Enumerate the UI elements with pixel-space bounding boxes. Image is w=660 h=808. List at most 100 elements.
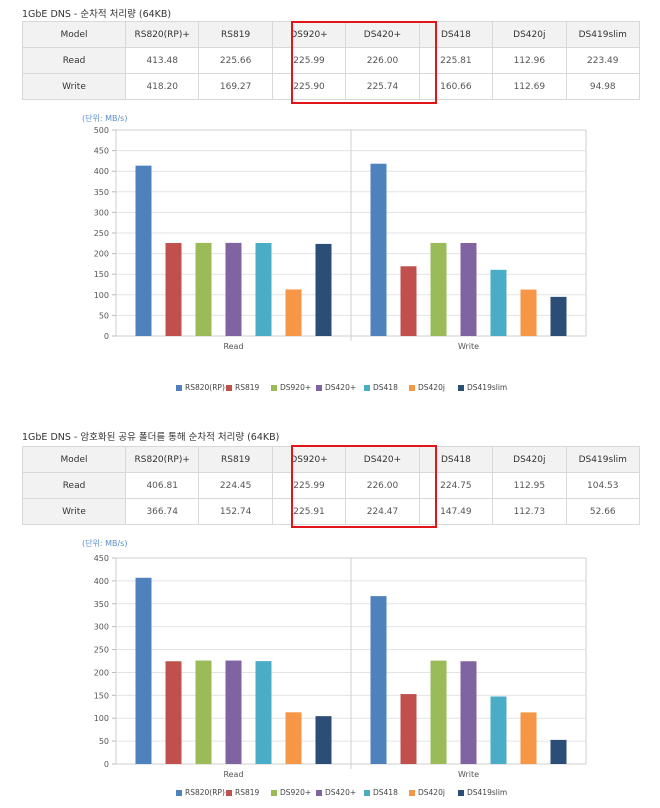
bar-ds418-read xyxy=(255,661,272,764)
bar-ds920--read xyxy=(195,660,212,764)
table-cell: 225.81 xyxy=(418,47,494,74)
section-encrypted-throughput: 1GbE DNS - 암호화된 공유 폴더를 통해 순차적 처리량 (64KB)… xyxy=(0,404,660,808)
column-header: DS920+ xyxy=(271,21,347,48)
column-header: Model xyxy=(22,21,126,48)
legend-swatch xyxy=(364,789,370,796)
y-tick-label: 100 xyxy=(94,291,109,300)
legend-item: DS418 xyxy=(364,788,398,797)
row-label: Read xyxy=(22,472,126,499)
bar-ds420--read xyxy=(225,242,242,336)
x-category-label: Read xyxy=(223,342,243,351)
legend-swatch xyxy=(226,789,232,796)
bar-rs819-read xyxy=(165,661,182,764)
legend-label: DS920+ xyxy=(280,383,312,392)
legend-item: DS420j xyxy=(409,383,445,392)
legend-item: DS419slim xyxy=(458,788,507,797)
y-tick-label: 150 xyxy=(94,691,109,700)
section-title: 1GbE DNS - 암호화된 공유 폴더를 통해 순차적 처리량 (64KB) xyxy=(22,432,280,443)
legend-label: DS420+ xyxy=(325,383,357,392)
y-tick-label: 450 xyxy=(94,554,109,563)
bar-ds420--write xyxy=(460,242,477,336)
column-header: DS420+ xyxy=(345,21,420,48)
legend-item: DS420j xyxy=(409,788,445,797)
table-cell: 413.48 xyxy=(124,47,200,74)
y-tick-label: 300 xyxy=(94,623,109,632)
column-header: RS819 xyxy=(198,446,273,473)
row-label: Read xyxy=(22,47,126,74)
legend-swatch xyxy=(271,384,277,391)
table-cell: 225.91 xyxy=(271,498,347,525)
y-tick-label: 350 xyxy=(94,600,109,609)
table-cell: 226.00 xyxy=(345,472,420,499)
legend-label: DS419slim xyxy=(467,383,508,392)
legend-label: RS820(RP)+ xyxy=(185,788,232,797)
bar-rs820-rp--write xyxy=(370,163,387,336)
bar-ds920--write xyxy=(430,242,447,336)
table-cell: 225.99 xyxy=(271,472,347,499)
column-header: DS418 xyxy=(418,446,494,473)
bar-ds420j-read xyxy=(285,712,302,764)
table-header-row: Model RS820(RP)+ RS819 DS920+ DS420+ DS4… xyxy=(22,21,641,48)
bar-rs819-read xyxy=(165,243,182,336)
table-cell: 226.00 xyxy=(345,47,420,74)
legend-item: RS820(RP)+ xyxy=(176,383,231,392)
table-row: Write 418.20 169.27 225.90 225.74 160.66… xyxy=(22,73,641,100)
bar-ds419slim-write xyxy=(550,296,567,336)
legend-label: DS418 xyxy=(373,383,398,392)
bar-ds418-write xyxy=(490,696,507,764)
legend-item: DS419slim xyxy=(458,383,507,392)
table-cell: 112.96 xyxy=(492,47,567,74)
table-cell: 104.53 xyxy=(565,472,641,499)
legend-label: DS420+ xyxy=(325,788,357,797)
legend-item: RS819 xyxy=(226,383,259,392)
y-tick-label: 350 xyxy=(94,188,109,197)
y-tick-label: 250 xyxy=(94,646,109,655)
y-tick-label: 500 xyxy=(94,126,109,135)
column-header: DS419slim xyxy=(565,446,641,473)
bar-ds420j-write xyxy=(520,712,537,764)
y-tick-label: 400 xyxy=(94,577,109,586)
bar-ds420j-write xyxy=(520,289,537,336)
bar-ds419slim-write xyxy=(550,739,567,764)
legend-item: DS920+ xyxy=(271,788,311,797)
column-header: DS420+ xyxy=(345,446,420,473)
bar-ds420--write xyxy=(460,661,477,764)
column-header: RS820(RP)+ xyxy=(124,446,200,473)
bar-ds419slim-read xyxy=(315,716,332,764)
bar-ds920--write xyxy=(430,660,447,764)
column-header: DS920+ xyxy=(271,446,347,473)
y-tick-label: 0 xyxy=(104,760,109,769)
legend-item: DS420+ xyxy=(316,383,356,392)
bar-ds419slim-read xyxy=(315,243,332,336)
table-cell: 225.74 xyxy=(345,73,420,100)
legend-item: DS920+ xyxy=(271,383,311,392)
column-header: DS420j xyxy=(492,21,567,48)
y-tick-label: 50 xyxy=(99,311,109,320)
y-tick-label: 300 xyxy=(94,208,109,217)
y-tick-label: 400 xyxy=(94,167,109,176)
y-tick-label: 150 xyxy=(94,270,109,279)
table-cell: 152.74 xyxy=(198,498,273,525)
bar-chart-sequential: 0 50 100 150 200 250 300 350 400 450 500 Read Write xyxy=(94,126,587,351)
legend-swatch xyxy=(409,384,415,391)
bar-ds418-read xyxy=(255,242,272,336)
column-header: DS418 xyxy=(418,21,494,48)
row-label: Write xyxy=(22,498,126,525)
table-cell: 366.74 xyxy=(124,498,200,525)
table-cell: 112.69 xyxy=(492,73,567,100)
section-title: 1GbE DNS - 순차적 처리량 (64KB) xyxy=(22,9,172,20)
table-row: Read 406.81 224.45 225.99 226.00 224.75 … xyxy=(22,472,641,499)
legend-label: RS820(RP)+ xyxy=(185,383,232,392)
bar-rs819-write xyxy=(400,694,417,764)
bar-chart-encrypted: 0 50 100 150 200 250 300 350 400 450 Read Write xyxy=(94,554,587,779)
legend-label: DS418 xyxy=(373,788,398,797)
legend-label: DS920+ xyxy=(280,788,312,797)
throughput-table: Model RS820(RP)+ RS819 DS920+ DS420+ DS4… xyxy=(22,446,641,525)
table-cell: 225.99 xyxy=(271,47,347,74)
legend-item: DS418 xyxy=(364,383,398,392)
y-tick-label: 0 xyxy=(104,332,109,341)
row-label: Write xyxy=(22,73,126,100)
bar-ds920--read xyxy=(195,242,212,336)
bar-ds420j-read xyxy=(285,289,302,336)
legend-swatch xyxy=(316,384,322,391)
